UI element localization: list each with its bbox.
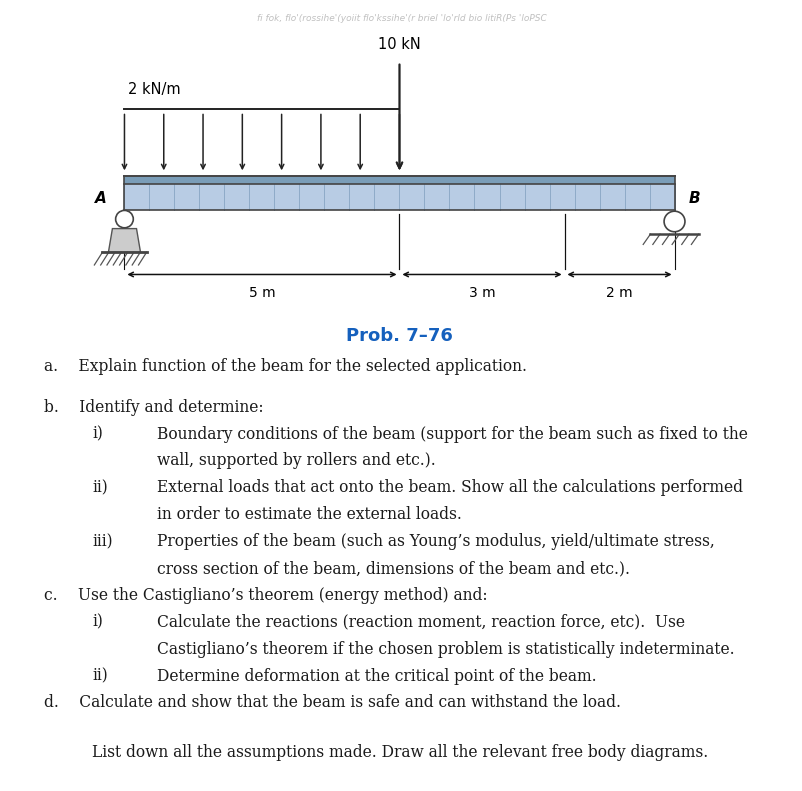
Polygon shape <box>108 229 140 252</box>
Text: 3 m: 3 m <box>468 286 495 300</box>
Text: A: A <box>95 191 107 206</box>
Text: 10 kN: 10 kN <box>378 37 420 52</box>
Text: Determine deformation at the critical point of the beam.: Determine deformation at the critical po… <box>156 668 595 684</box>
Text: i): i) <box>92 614 103 630</box>
Bar <box>124 184 674 210</box>
Text: 2 kN/m: 2 kN/m <box>128 81 181 97</box>
Text: 2 m: 2 m <box>606 286 632 300</box>
Text: in order to estimate the external loads.: in order to estimate the external loads. <box>156 506 461 523</box>
Text: cross section of the beam, dimensions of the beam and etc.).: cross section of the beam, dimensions of… <box>156 560 629 577</box>
Text: a.  Explain function of the beam for the selected application.: a. Explain function of the beam for the … <box>44 358 526 374</box>
Text: wall, supported by rollers and etc.).: wall, supported by rollers and etc.). <box>156 452 435 469</box>
Text: Castigliano’s theorem if the chosen problem is statistically indeterminate.: Castigliano’s theorem if the chosen prob… <box>156 641 733 657</box>
Text: c.  Use the Castigliano’s theorem (energy method) and:: c. Use the Castigliano’s theorem (energy… <box>44 587 487 604</box>
Text: External loads that act onto the beam. Show all the calculations performed: External loads that act onto the beam. S… <box>156 479 742 496</box>
Text: Calculate the reactions (reaction moment, reaction force, etc).  Use: Calculate the reactions (reaction moment… <box>156 614 684 630</box>
Text: ii): ii) <box>92 668 108 684</box>
Circle shape <box>663 211 684 232</box>
Text: Prob. 7–76: Prob. 7–76 <box>346 327 452 345</box>
Text: B: B <box>688 191 699 206</box>
Text: d.  Calculate and show that the beam is safe and can withstand the load.: d. Calculate and show that the beam is s… <box>44 694 621 711</box>
Text: 5 m: 5 m <box>249 286 275 300</box>
Bar <box>124 176 674 184</box>
Text: iii): iii) <box>92 533 113 550</box>
Text: List down all the assumptions made. Draw all the relevant free body diagrams.: List down all the assumptions made. Draw… <box>92 744 707 760</box>
Text: Boundary conditions of the beam (support for the beam such as fixed to the: Boundary conditions of the beam (support… <box>156 426 747 442</box>
Text: Properties of the beam (such as Young’s modulus, yield/ultimate stress,: Properties of the beam (such as Young’s … <box>156 533 714 550</box>
Text: ii): ii) <box>92 479 108 496</box>
Text: fi fok, flo'(rossihe'(yoiit flo'kssihe'(r briel 'lo'rld bio litiR(Ps 'loPSC: fi fok, flo'(rossihe'(yoiit flo'kssihe'(… <box>257 14 545 23</box>
Text: i): i) <box>92 426 103 442</box>
Circle shape <box>115 210 133 228</box>
Text: b.  Identify and determine:: b. Identify and determine: <box>44 399 264 415</box>
